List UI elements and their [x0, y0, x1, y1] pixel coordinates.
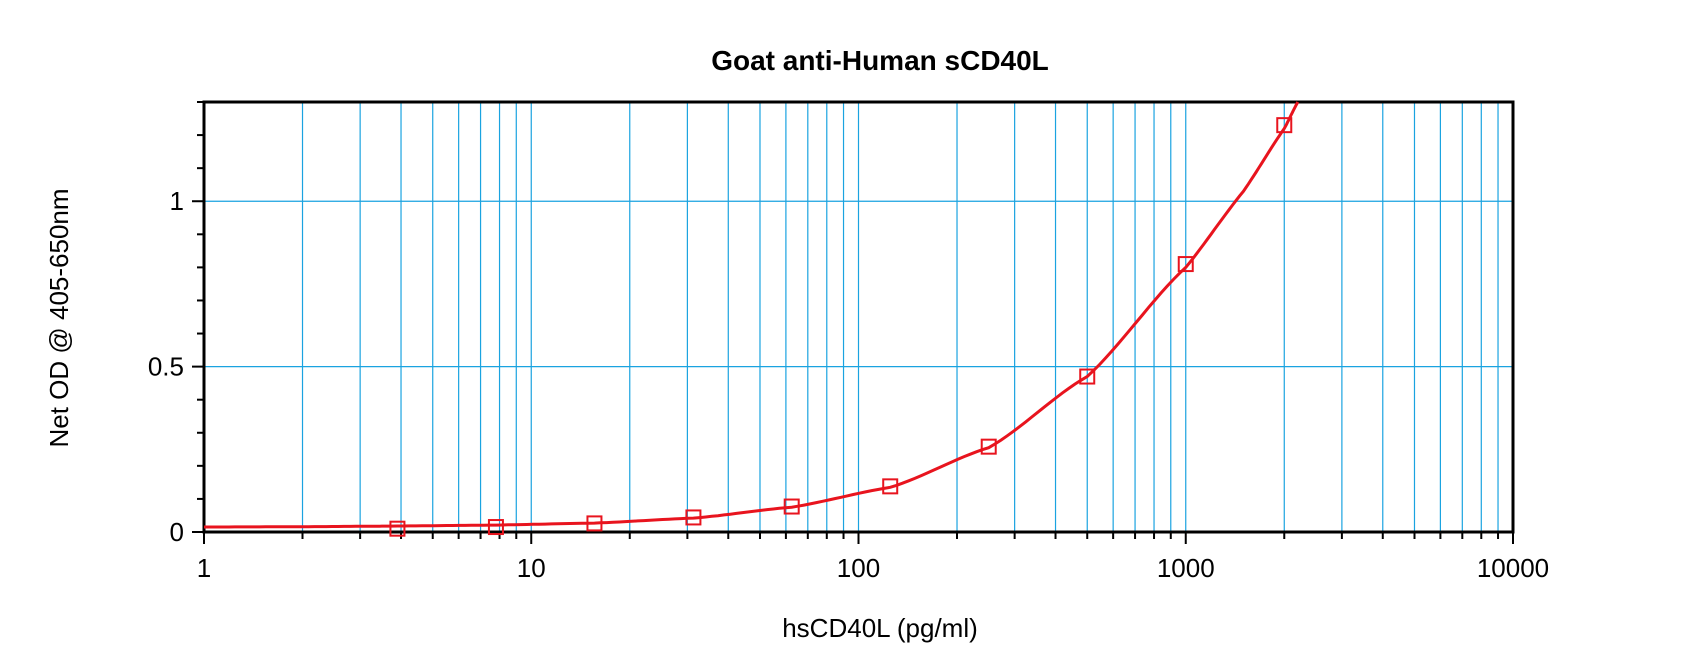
x-tick-label: 1 — [197, 553, 211, 583]
y-tick-label: 0.5 — [148, 352, 184, 382]
chart-title: Goat anti-Human sCD40L — [711, 45, 1049, 76]
data-point — [783, 498, 800, 515]
data-point — [1177, 256, 1194, 273]
x-axis-label: hsCD40L (pg/ml) — [782, 613, 978, 643]
axis-ticks: 1 10 100 1000 10000 0 0.5 1 — [148, 101, 1549, 583]
x-tick-label: 1000 — [1157, 553, 1215, 583]
fit-curve-layer — [204, 101, 1300, 529]
data-point — [980, 438, 997, 455]
x-tick-label: 10000 — [1477, 553, 1549, 583]
y-axis-label: Net OD @ 405-650nm — [44, 188, 74, 447]
x-tick-label: 100 — [837, 553, 880, 583]
data-point — [389, 520, 406, 537]
data-point — [586, 515, 603, 532]
data-point — [487, 519, 504, 536]
y-tick-label: 1 — [170, 186, 184, 216]
grid-lines — [204, 102, 1513, 532]
x-tick-label: 10 — [517, 553, 546, 583]
fit-curve — [204, 101, 1300, 529]
data-point — [1079, 368, 1096, 385]
data-point — [685, 509, 702, 526]
data-point — [1276, 117, 1293, 134]
data-point — [882, 478, 899, 495]
y-tick-label: 0 — [170, 517, 184, 547]
data-points — [389, 117, 1293, 537]
